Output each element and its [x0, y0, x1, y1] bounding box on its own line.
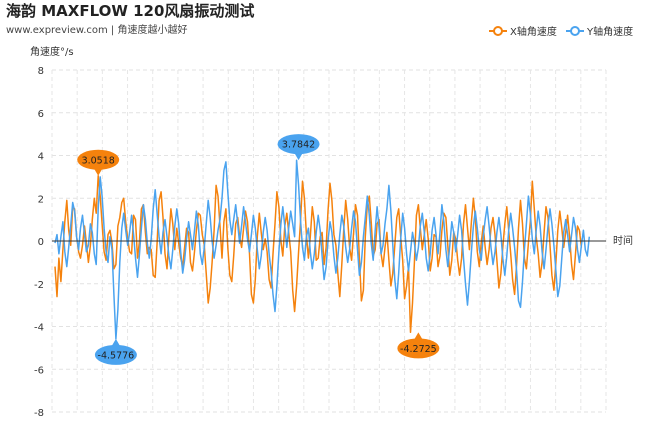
marker-value-label: -4.2725: [400, 344, 437, 355]
x-axis-label: 时间: [613, 234, 633, 247]
marker-bubble: [77, 149, 120, 170]
marker-bubble: [277, 134, 320, 155]
extreme-marker-min: -4.2725: [397, 332, 440, 359]
legend-y-label: Y轴角速度: [586, 25, 633, 38]
marker-value-label: 3.7842: [282, 140, 315, 151]
chart-subtitle: www.expreview.com | 角速度越小越好: [6, 23, 187, 36]
y-tick-label: 0: [38, 237, 44, 248]
extreme-marker-max: 3.0518: [77, 149, 120, 176]
legend-y-marker-icon: [570, 26, 580, 36]
series-line-y: [54, 159, 591, 340]
y-tick-label: -6: [34, 365, 44, 376]
marker-value-label: -4.5776: [98, 350, 135, 361]
y-tick-label: 4: [38, 152, 44, 163]
extreme-marker-min: -4.5776: [94, 338, 137, 365]
marker-bubble: [94, 344, 137, 365]
y-tick-label: 2: [38, 194, 44, 205]
y-tick-label: 8: [38, 66, 44, 77]
legend-item-y[interactable]: Y轴角速度: [566, 25, 633, 38]
legend-item-x[interactable]: X轴角速度: [489, 25, 557, 38]
y-axis-ticks: -8 -6 -4 -2 0 2 4 6 8: [34, 66, 44, 419]
legend-x-marker-icon: [493, 26, 503, 36]
y-tick-label: -4: [34, 323, 44, 334]
legend-x-label: X轴角速度: [510, 25, 557, 38]
y-tick-label: -8: [34, 408, 44, 419]
marker-value-label: 3.0518: [82, 155, 115, 166]
marker-bubble: [397, 338, 440, 359]
y-tick-label: 6: [38, 109, 44, 120]
extreme-markers: 3.0518 -4.2725 3.7842 -4.5776: [77, 134, 440, 365]
y-tick-label: -2: [34, 280, 44, 291]
legend[interactable]: X轴角速度 Y轴角速度: [489, 25, 633, 38]
series-lines: [54, 159, 591, 340]
extreme-marker-max: 3.7842: [277, 134, 320, 161]
y-axis-label: 角速度°/s: [30, 45, 74, 58]
chart-title: 海韵 MAXFLOW 120风扇振动测试: [6, 2, 254, 20]
